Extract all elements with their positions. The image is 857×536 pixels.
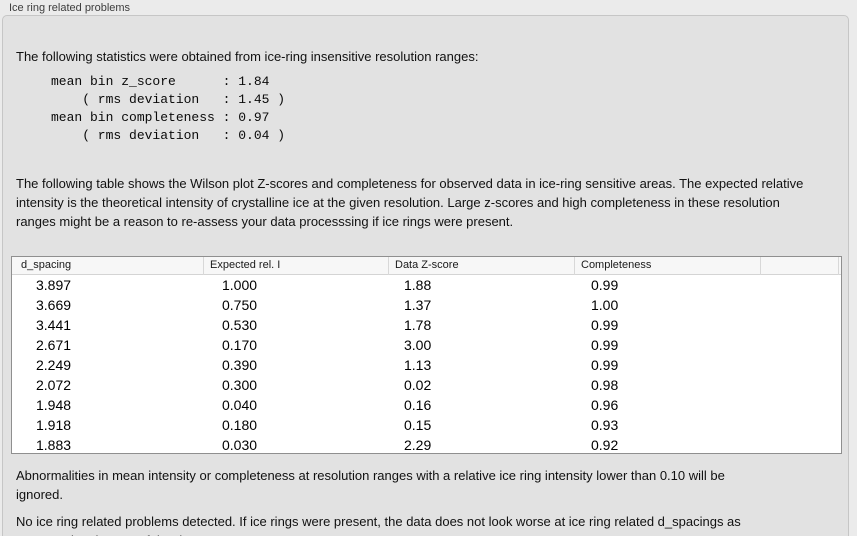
groupbox-title: Ice ring related problems	[9, 2, 131, 14]
table-cell: 0.15	[404, 417, 432, 433]
ice-ring-table[interactable]: d_spacing Expected rel. I Data Z-score Comp…	[11, 256, 842, 454]
table-cell: 0.99	[591, 357, 619, 373]
table-cell: 3.00	[404, 337, 432, 353]
table-row[interactable]: 1.918 0.180 0.15 0.93	[12, 415, 841, 435]
table-cell: 0.170	[222, 337, 258, 353]
column-header-filler	[839, 257, 841, 275]
column-header[interactable]: Completeness	[575, 257, 761, 275]
conclusion-text: No ice ring related problems detected. I…	[16, 514, 741, 536]
table-row[interactable]: 3.441 0.530 1.78 0.99	[12, 315, 841, 335]
table-cell: 0.02	[404, 377, 432, 393]
table-cell: 2.072	[36, 377, 72, 393]
table-cell: 0.99	[591, 337, 619, 353]
table-cell: 0.040	[222, 397, 258, 413]
table-cell: 0.96	[591, 397, 619, 413]
column-header-empty	[761, 257, 839, 275]
note-text: Abnormalities in mean intensity or compl…	[16, 468, 725, 502]
column-header[interactable]: d_spacing	[12, 257, 204, 275]
table-row[interactable]: 3.669 0.750 1.37 1.00	[12, 295, 841, 315]
column-header[interactable]: Expected rel. I	[204, 257, 389, 275]
table-row[interactable]: 1.948 0.040 0.16 0.96	[12, 395, 841, 415]
table-row[interactable]: 3.897 1.000 1.88 0.99	[12, 275, 841, 295]
table-cell: 0.030	[222, 437, 258, 453]
table-row[interactable]: 1.883 0.030 2.29 0.92	[12, 435, 841, 453]
stats-block: mean bin z_score : 1.84 ( rms deviation …	[51, 74, 286, 143]
table-cell: 0.300	[222, 377, 258, 393]
table-cell: 0.98	[591, 377, 619, 393]
table-cell: 1.78	[404, 317, 432, 333]
table-cell: 3.441	[36, 317, 72, 333]
table-cell: 0.99	[591, 277, 619, 293]
table-cell: 1.88	[404, 277, 432, 293]
table-cell: 1.00	[591, 297, 619, 313]
table-row[interactable]: 2.671 0.170 3.00 0.99	[12, 335, 841, 355]
table-cell: 1.883	[36, 437, 72, 453]
table-cell: 1.000	[222, 277, 258, 293]
table-cell: 0.530	[222, 317, 258, 333]
table-cell: 0.750	[222, 297, 258, 313]
table-cell: 1.13	[404, 357, 432, 373]
table-cell: 0.390	[222, 357, 258, 373]
table-cell: 2.249	[36, 357, 72, 373]
table-row[interactable]: 2.072 0.300 0.02 0.98	[12, 375, 841, 395]
table-cell: 0.16	[404, 397, 432, 413]
table-cell: 0.92	[591, 437, 619, 453]
intro-text: The following statistics were obtained f…	[16, 49, 479, 64]
table-cell: 3.669	[36, 297, 72, 313]
table-cell: 0.99	[591, 317, 619, 333]
table-cell: 2.29	[404, 437, 432, 453]
table-cell: 3.897	[36, 277, 72, 293]
table-cell: 0.93	[591, 417, 619, 433]
table-header: d_spacing Expected rel. I Data Z-score Comp…	[12, 257, 841, 275]
description-text: The following table shows the Wilson plo…	[16, 176, 804, 229]
column-header[interactable]: Data Z-score	[389, 257, 575, 275]
table-cell: 0.180	[222, 417, 258, 433]
table-cell: 1.918	[36, 417, 72, 433]
table-cell: 1.37	[404, 297, 432, 313]
table-row[interactable]: 2.249 0.390 1.13 0.99	[12, 355, 841, 375]
table-cell: 2.671	[36, 337, 72, 353]
table-cell: 1.948	[36, 397, 72, 413]
ice-ring-groupbox: The following statistics were obtained f…	[2, 15, 849, 536]
table-body: 3.897 1.000 1.88 0.99 3.669 0.750 1.37 1.00 3.44…	[12, 275, 841, 453]
